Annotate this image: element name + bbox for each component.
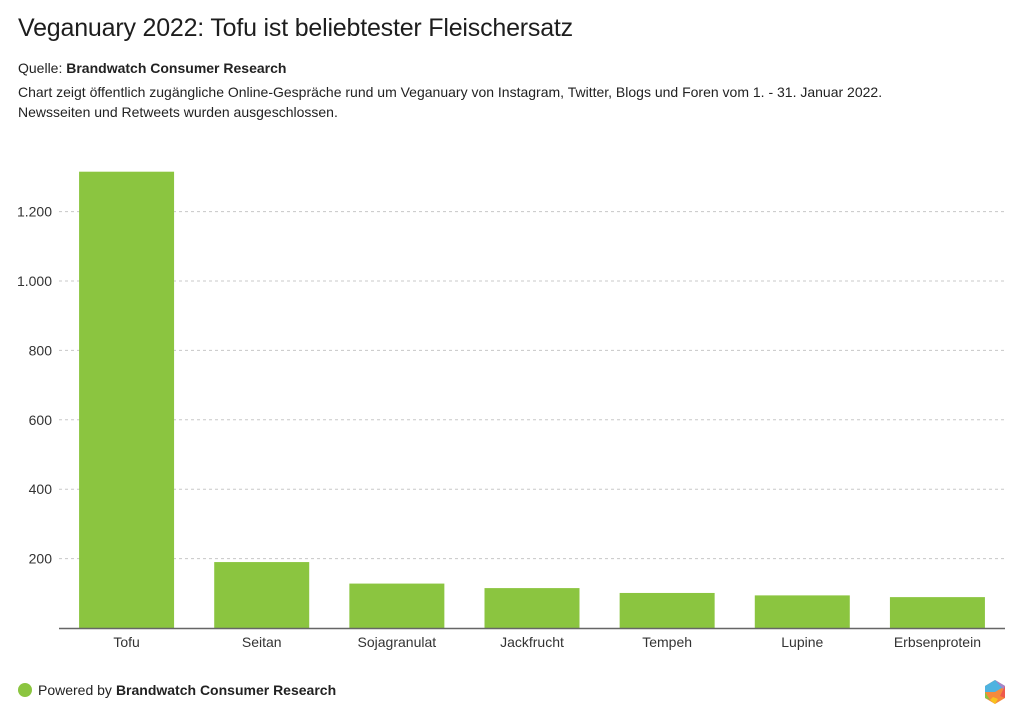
x-tick-label: Tofu bbox=[113, 634, 139, 650]
source-name: Brandwatch Consumer Research bbox=[66, 60, 287, 76]
y-tick-label: 200 bbox=[29, 551, 53, 567]
bar-chart: 200 400 600 800 1.000 1.200 Tofu Seitan Sojagran… bbox=[17, 171, 1005, 650]
bar-sojagranulat bbox=[349, 583, 445, 628]
x-tick-label: Tempeh bbox=[642, 634, 692, 650]
bar-erbsenprotein bbox=[889, 597, 985, 628]
x-tick-label: Seitan bbox=[242, 634, 282, 650]
chart-title: Veganuary 2022: Tofu ist beliebtester Fl… bbox=[18, 14, 573, 42]
x-tick-label: Jackfrucht bbox=[500, 634, 564, 650]
chart-description: Chart zeigt öffentlich zugängliche Onlin… bbox=[18, 82, 1008, 122]
bar-tempeh bbox=[619, 592, 715, 628]
source-label: Quelle: bbox=[18, 60, 63, 76]
description-line-1: Chart zeigt öffentlich zugängliche Onlin… bbox=[18, 84, 883, 100]
bar-seitan bbox=[214, 562, 310, 628]
brandwatch-logo-icon bbox=[985, 680, 1005, 704]
y-tick-label: 1.200 bbox=[17, 204, 52, 220]
x-tick-label: Erbsenprotein bbox=[894, 634, 981, 650]
bar-lupine bbox=[754, 595, 850, 628]
source-line: Quelle: Brandwatch Consumer Research bbox=[18, 60, 286, 76]
powered-label: Powered by bbox=[38, 682, 112, 698]
y-tick-label: 400 bbox=[29, 481, 53, 497]
x-tick-label: Lupine bbox=[781, 634, 823, 650]
y-tick-label: 600 bbox=[29, 412, 53, 428]
bar-jackfrucht bbox=[484, 588, 580, 628]
x-tick-label: Sojagranulat bbox=[358, 634, 437, 650]
y-tick-label: 1.000 bbox=[17, 273, 52, 289]
description-line-2: Newsseiten und Retweets wurden ausgeschl… bbox=[18, 104, 338, 120]
powered-name: Brandwatch Consumer Research bbox=[115, 682, 337, 698]
y-tick-label: 800 bbox=[29, 342, 53, 358]
brand-dot-icon bbox=[18, 683, 32, 697]
footer: Powered by Brandwatch Consumer Research bbox=[18, 682, 336, 698]
bar-tofu bbox=[79, 171, 175, 628]
